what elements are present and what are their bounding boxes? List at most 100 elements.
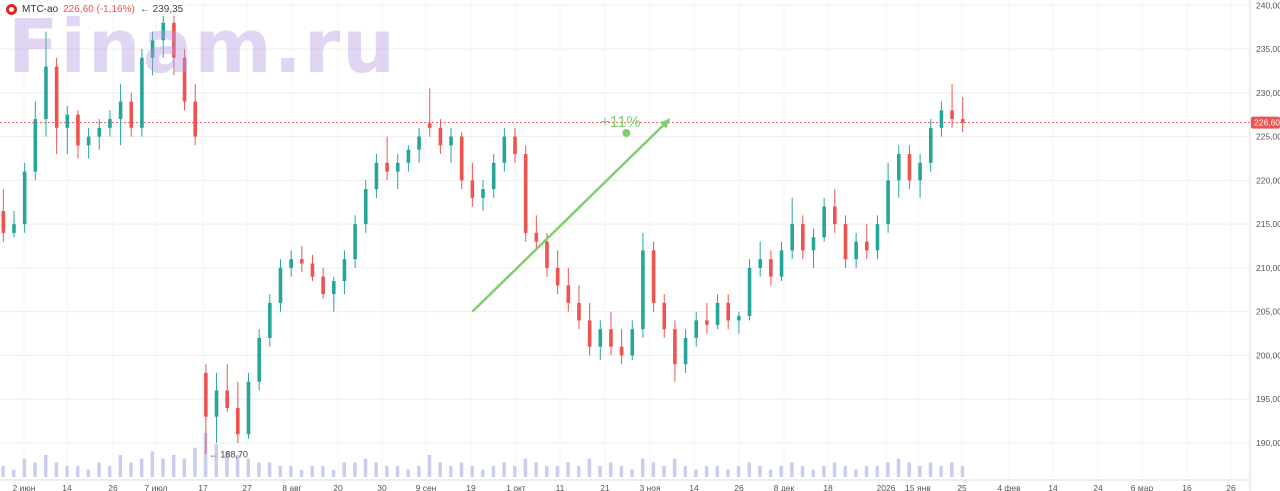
volume-bar: [246, 458, 251, 477]
candle-up: [918, 154, 922, 198]
candle-up: [331, 276, 336, 312]
candle-down: [587, 302, 592, 356]
time-tick-label: 25: [957, 483, 967, 491]
candle-down: [534, 215, 539, 251]
candle-up: [417, 127, 421, 163]
candle-body: [86, 136, 91, 146]
candle-body: [427, 123, 432, 128]
price-tick-label: 190,00: [1256, 438, 1280, 448]
candles: [1, 10, 965, 455]
candle-body: [694, 320, 699, 338]
candle-up: [822, 197, 826, 242]
candle-body: [193, 101, 198, 137]
candle-body: [161, 22, 166, 41]
candle-body: [22, 171, 27, 225]
time-tick-label: 3 ноя: [639, 483, 661, 491]
extreme-markers: ← 188,70: [209, 449, 248, 459]
candle-body: [641, 250, 645, 330]
candle-body: [566, 285, 571, 303]
ticker-header[interactable]: МТС-ао 226,60 (-1,16%) ← 239,35: [6, 2, 188, 16]
candle-up: [353, 215, 357, 268]
time-tick-label: 11: [556, 483, 565, 491]
volume-bar: [449, 466, 453, 477]
candle-down: [907, 145, 912, 190]
volume-bar: [758, 466, 762, 477]
candle-body: [683, 337, 688, 365]
volume-bar: [214, 444, 219, 477]
candle-body: [609, 329, 613, 347]
candle-body: [65, 114, 70, 128]
trend-line[interactable]: [471, 118, 671, 313]
price-tick-label: 200,00: [1256, 350, 1280, 360]
price-axis[interactable]: 190,00 195,00 200,00 205,00 210,00 215,00 220,…: [1249, 0, 1280, 491]
mts-logo-icon: [6, 3, 17, 15]
volume-bar: [555, 466, 560, 477]
price-tick-label: 215,00: [1256, 219, 1280, 229]
candle-body: [1, 210, 6, 233]
candle-body: [214, 390, 219, 417]
candle-up: [502, 127, 507, 172]
candle-body: [108, 119, 112, 128]
candle-body: [598, 329, 603, 347]
volume-bar: [811, 469, 815, 477]
candle-down: [619, 329, 624, 365]
volume-bar: [864, 466, 869, 477]
candle-body: [939, 110, 944, 128]
volume-bar: [566, 462, 570, 477]
candle-down: [385, 136, 389, 181]
price-tick-label: 205,00: [1256, 307, 1280, 317]
volume-bar: [203, 433, 208, 477]
volume-bar: [385, 466, 389, 477]
time-tick-label: 14: [689, 483, 699, 491]
last-price-badge-bg: [1251, 116, 1280, 129]
volume-bar: [417, 466, 421, 477]
candle-body: [779, 250, 784, 277]
ticker-name[interactable]: МТС-ао: [22, 3, 59, 15]
volume-bar: [704, 466, 709, 477]
last-price-badge-text: 226,60: [1254, 118, 1280, 128]
volume-bar: [513, 466, 517, 477]
volume-bar: [598, 466, 602, 477]
time-tick-label: 20: [333, 483, 343, 491]
candle-body: [44, 66, 48, 120]
volume-bar: [182, 458, 187, 477]
trend-label: +11%: [600, 114, 640, 131]
volume-bar: [502, 462, 506, 477]
candle-down: [129, 92, 134, 137]
candle-up: [598, 320, 603, 360]
time-tick-label: 14: [1048, 483, 1058, 491]
candle-body: [502, 136, 507, 163]
price-tick-label: 230,00: [1256, 88, 1280, 98]
candle-body: [459, 136, 464, 181]
candle-body: [395, 162, 400, 172]
volume-bar: [790, 462, 794, 477]
candle-body: [246, 381, 251, 435]
volume-bar: [278, 466, 282, 477]
candle-body: [833, 206, 837, 225]
candle-body: [289, 259, 293, 268]
time-axis[interactable]: 2 июн 14 26 7 июл 17 27 8 авг 20 30 9 сен 19 1 окт 1…: [0, 479, 1250, 491]
candle-body: [417, 136, 421, 150]
volume-bar: [630, 469, 634, 477]
trend-annotation[interactable]: +11%: [471, 114, 671, 313]
price-tick-label: 235,00: [1256, 44, 1280, 54]
candle-body: [769, 259, 773, 277]
volume-bar: [843, 466, 847, 477]
candle-body: [342, 259, 347, 282]
candle-up: [257, 329, 261, 391]
candle-body: [758, 259, 762, 268]
candle-down: [651, 241, 656, 312]
candle-body: [843, 224, 848, 260]
candle-down: [833, 189, 837, 233]
time-tick-label: 15 янв: [905, 483, 931, 491]
candle-up: [875, 215, 880, 260]
candle-body: [960, 119, 965, 123]
time-tick-label: 2026: [877, 483, 896, 491]
volume-bar: [225, 451, 229, 477]
volume-bar: [928, 462, 933, 477]
candle-up: [928, 119, 933, 172]
candle-up: [86, 127, 91, 159]
candle-up: [747, 259, 752, 321]
